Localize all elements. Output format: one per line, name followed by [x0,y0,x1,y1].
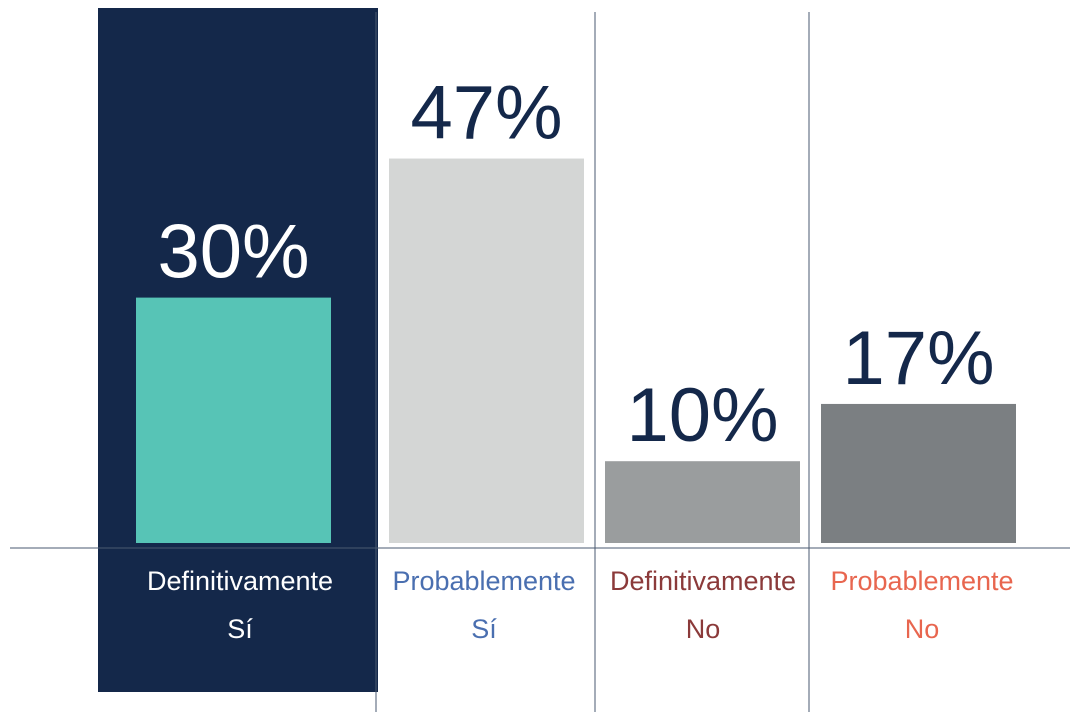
category-label: Probablemente [392,566,575,596]
category-label: Definitivamente [147,566,333,596]
value-label: 10% [626,373,778,458]
value-label: 17% [842,316,994,401]
bar [821,403,1016,543]
category-label: Probablemente [830,566,1013,596]
category-label: Sí [471,614,497,644]
value-label: 47% [410,71,562,156]
category-label: No [905,614,940,644]
bar [605,461,800,543]
value-label: 30% [157,210,309,295]
category-label: Sí [227,614,253,644]
category-label: Definitivamente [610,566,796,596]
category-label: No [686,614,721,644]
bar [136,297,331,543]
bar [389,158,584,544]
